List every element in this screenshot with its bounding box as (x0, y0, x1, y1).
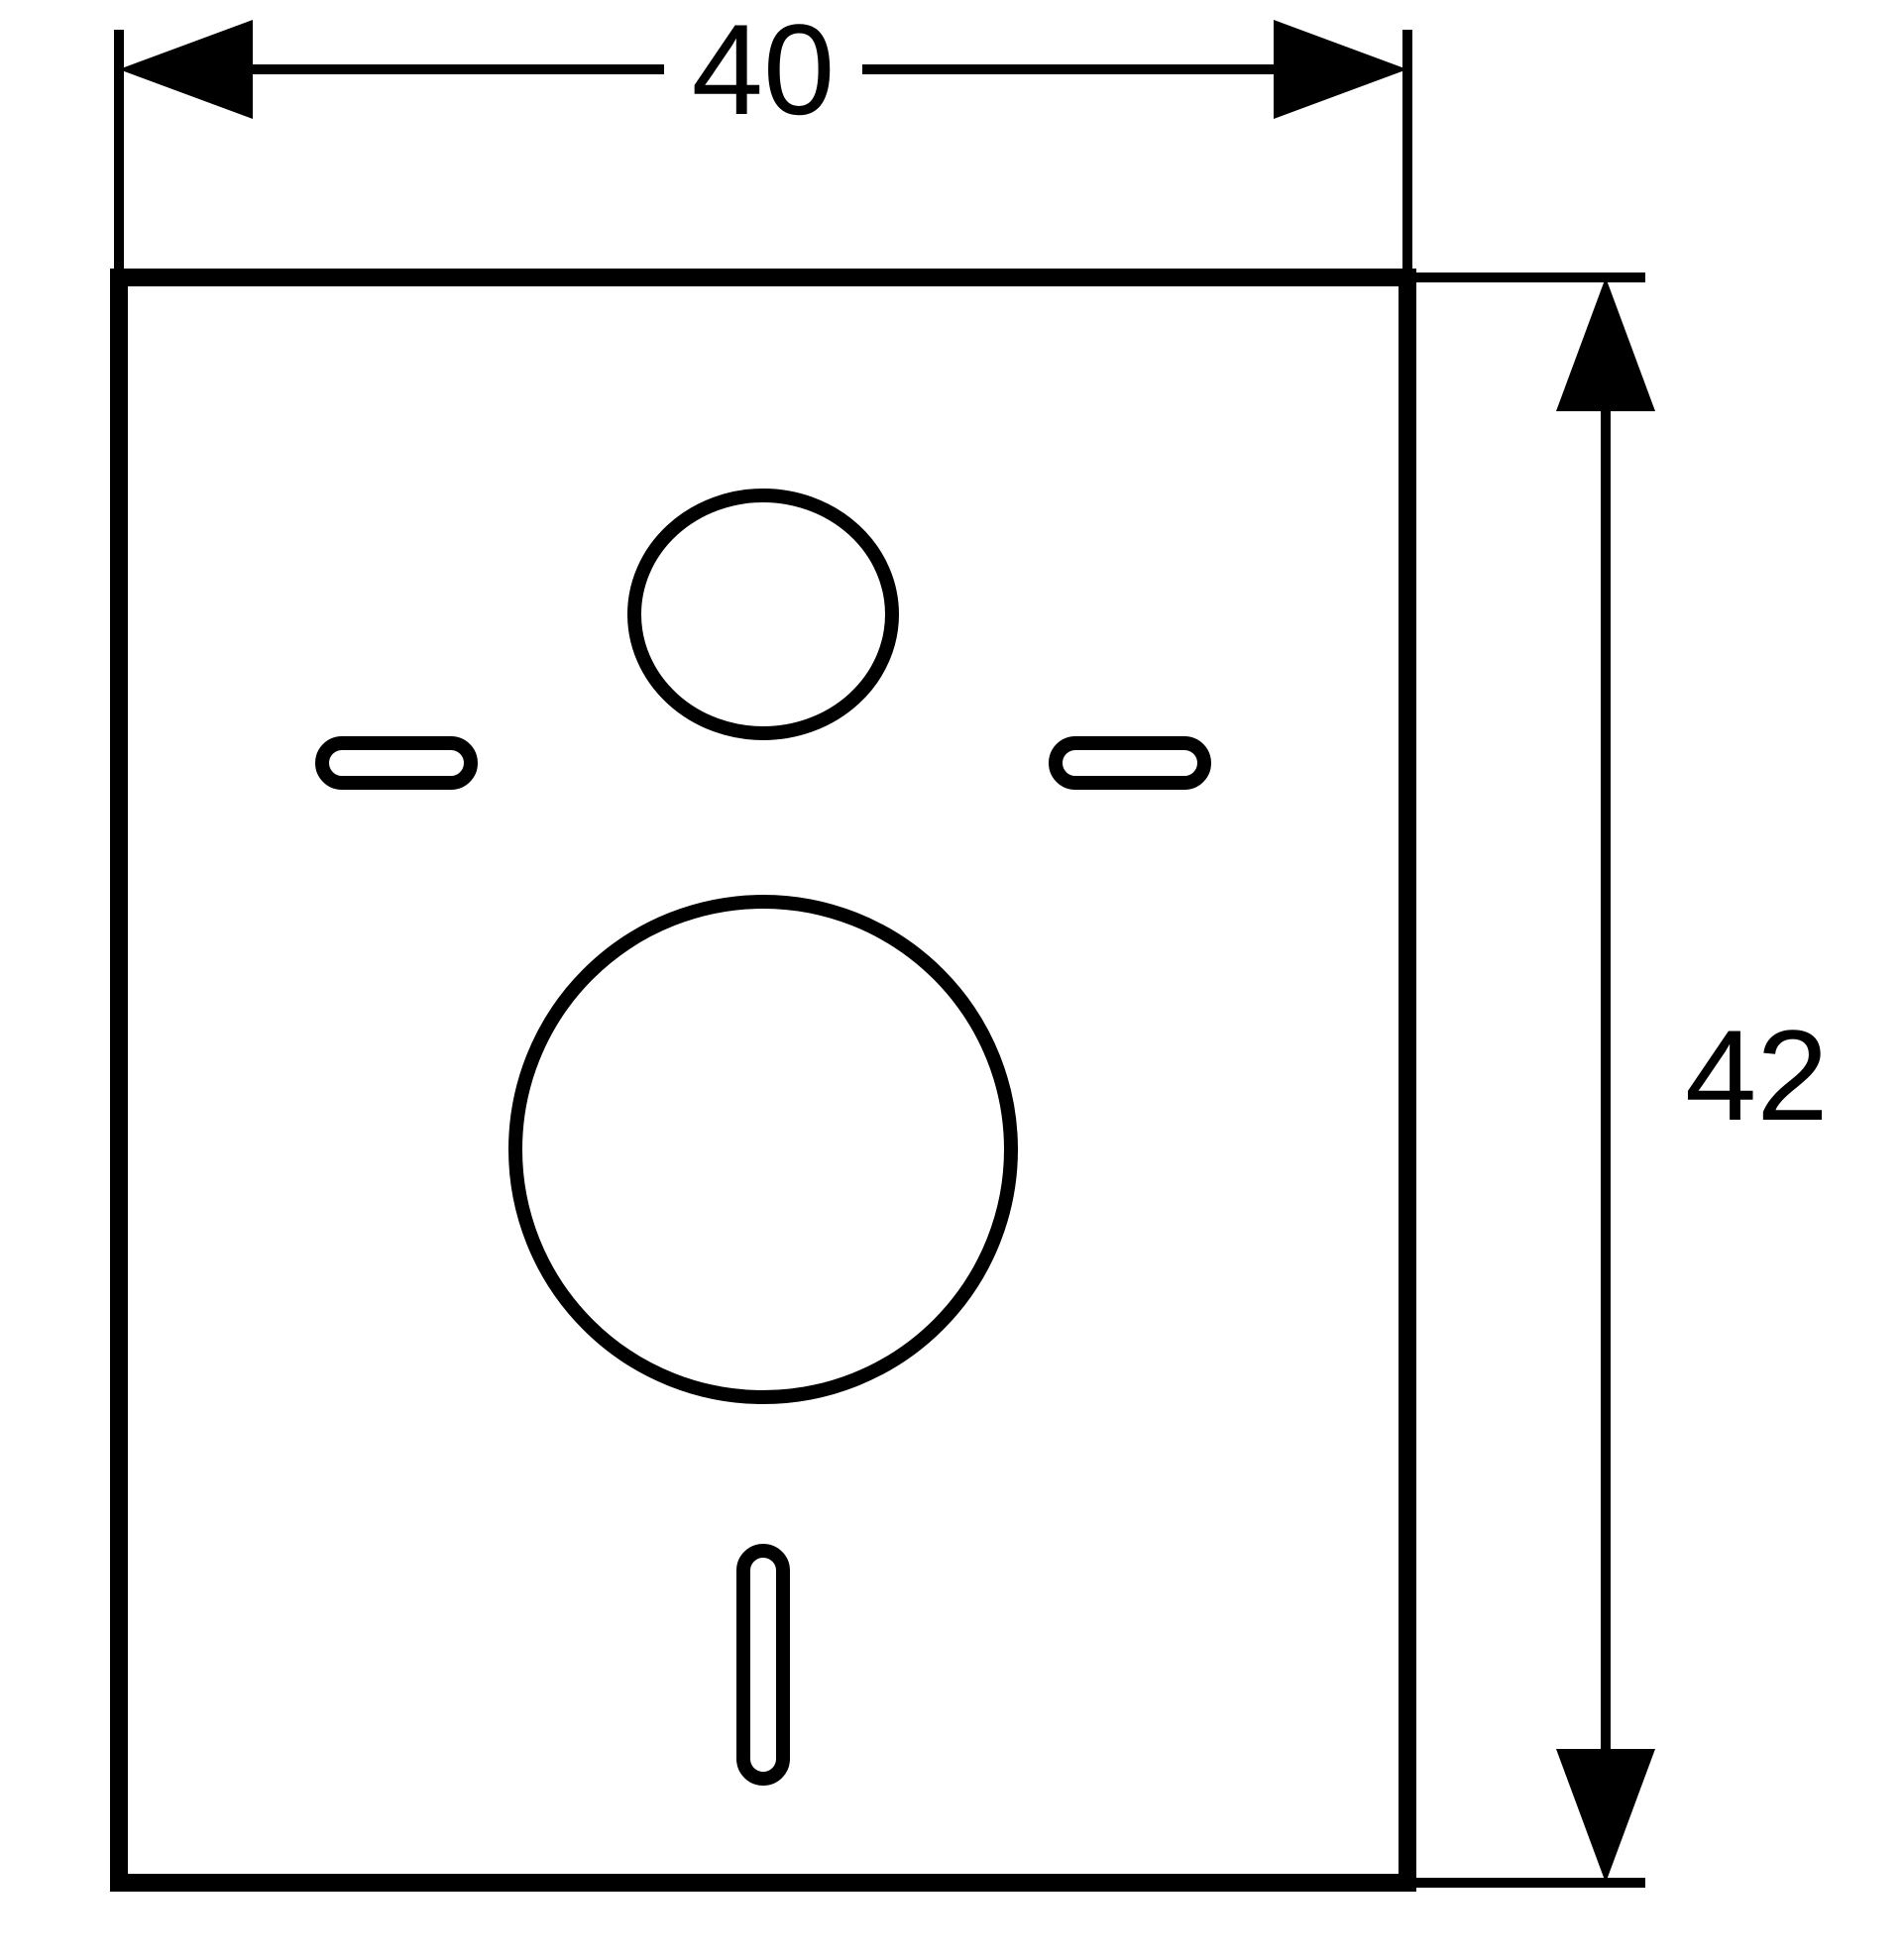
dim-width-arrow-left (119, 20, 253, 119)
dim-width-value: 40 (664, 0, 862, 144)
plate-outline (119, 277, 1407, 1883)
large-circle-cutout (515, 902, 1011, 1397)
left-slot-cutout (322, 743, 471, 783)
bottom-slot-cutout (743, 1551, 783, 1779)
technical-drawing: 40 42 (0, 0, 1903, 1960)
top-circle-cutout (634, 495, 892, 733)
dim-height-arrow-top (1556, 277, 1655, 411)
dim-width-arrow-right (1274, 20, 1407, 119)
dim-height-value: 42 (1685, 1001, 1829, 1149)
right-slot-cutout (1056, 743, 1204, 783)
dim-height-arrow-bottom (1556, 1749, 1655, 1883)
